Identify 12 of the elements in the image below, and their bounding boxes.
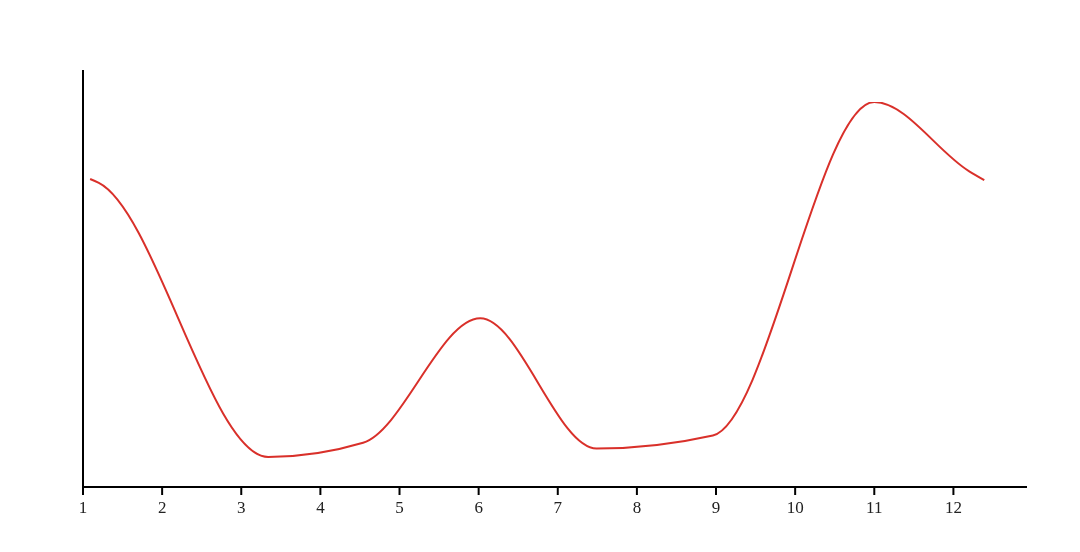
- x-tick-label: 11: [866, 498, 883, 518]
- x-tick-label: 8: [632, 498, 642, 518]
- x-tick-label: 12: [944, 498, 962, 518]
- x-tick-label: 9: [711, 498, 721, 518]
- x-tick-label: 7: [553, 498, 563, 518]
- x-tick-label: 2: [157, 498, 167, 518]
- x-tick-label: 5: [395, 498, 404, 518]
- x-tick-label: 4: [316, 498, 326, 518]
- x-tick-label: 3: [237, 498, 246, 518]
- x-tick-label: 6: [474, 498, 483, 518]
- x-tick-label: 10: [786, 498, 804, 518]
- x-tick-label: 1: [78, 498, 88, 518]
